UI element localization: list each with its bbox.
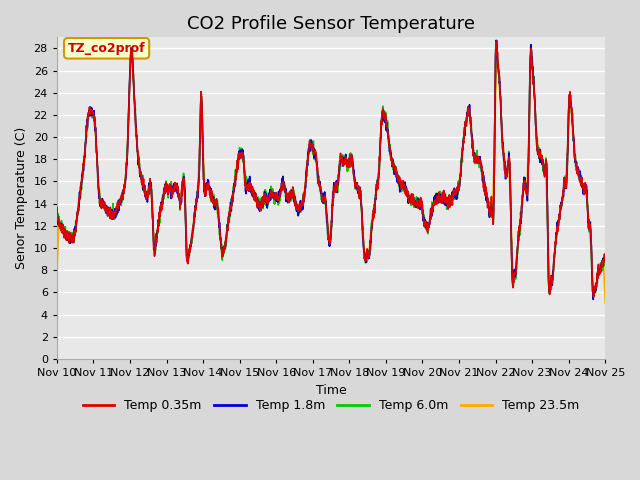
Temp 6.0m [485, 204, 493, 210]
Text: TZ_co2prof: TZ_co2prof [68, 42, 145, 55]
Temp 6.0m [53, 212, 61, 218]
Temp 6.0m [320, 197, 328, 203]
Temp 23.5m [305, 148, 313, 154]
X-axis label: Time: Time [316, 384, 346, 396]
Temp 6.0m [589, 294, 597, 300]
Temp 1.8m [602, 255, 609, 261]
Temp 6.0m [586, 219, 593, 225]
Temp 1.8m [81, 155, 89, 160]
Temp 0.35m [589, 294, 597, 300]
Line: Temp 0.35m: Temp 0.35m [57, 41, 605, 297]
Line: Temp 23.5m: Temp 23.5m [57, 60, 605, 303]
Temp 6.0m [81, 152, 89, 158]
Temp 1.8m [320, 196, 328, 202]
Temp 6.0m [305, 151, 313, 156]
Temp 1.8m [586, 222, 593, 228]
Line: Temp 6.0m: Temp 6.0m [57, 42, 605, 297]
Temp 23.5m [320, 195, 328, 201]
Temp 23.5m [586, 221, 593, 227]
Temp 0.35m [53, 205, 61, 211]
Y-axis label: Senor Temperature (C): Senor Temperature (C) [15, 127, 28, 269]
Temp 1.8m [305, 147, 313, 153]
Temp 23.5m [586, 225, 593, 230]
Temp 0.35m [81, 149, 89, 155]
Temp 0.35m [305, 147, 313, 153]
Temp 0.35m [602, 254, 609, 260]
Temp 23.5m [493, 57, 501, 62]
Temp 0.35m [586, 226, 593, 231]
Line: Temp 1.8m: Temp 1.8m [57, 40, 605, 300]
Temp 0.35m [320, 196, 328, 202]
Temp 6.0m [602, 257, 609, 263]
Temp 1.8m [485, 205, 493, 211]
Temp 23.5m [81, 147, 89, 153]
Title: CO2 Profile Sensor Temperature: CO2 Profile Sensor Temperature [187, 15, 475, 33]
Temp 0.35m [485, 203, 493, 209]
Temp 23.5m [53, 280, 61, 286]
Temp 0.35m [586, 226, 593, 231]
Temp 0.35m [493, 38, 500, 44]
Temp 23.5m [485, 204, 493, 210]
Temp 1.8m [492, 37, 500, 43]
Temp 6.0m [493, 39, 500, 45]
Legend: Temp 0.35m, Temp 1.8m, Temp 6.0m, Temp 23.5m: Temp 0.35m, Temp 1.8m, Temp 6.0m, Temp 2… [78, 394, 584, 417]
Temp 1.8m [586, 226, 593, 231]
Temp 1.8m [53, 205, 61, 211]
Temp 23.5m [602, 300, 609, 306]
Temp 1.8m [589, 297, 597, 302]
Temp 6.0m [586, 219, 593, 225]
